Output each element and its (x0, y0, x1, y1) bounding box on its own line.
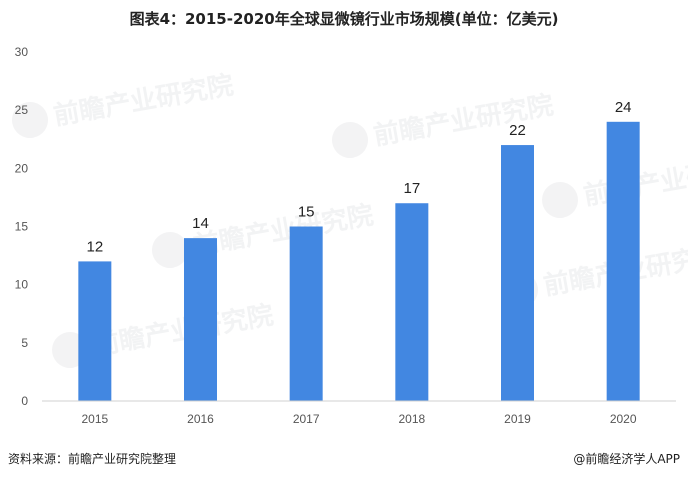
data-label: 22 (509, 122, 526, 139)
watermark-text: 前瞻产业研究院 (91, 299, 276, 361)
y-tick-label: 15 (15, 220, 29, 234)
x-tick-label: 2016 (187, 412, 214, 426)
data-label: 12 (86, 238, 103, 255)
bar-2016 (184, 238, 217, 401)
bar-2017 (289, 226, 323, 401)
y-tick-label: 25 (15, 103, 29, 117)
x-tick-label: 2017 (293, 412, 320, 426)
chart-title: 图表4：2015-2020年全球显微镜行业市场规模(单位：亿美元) (129, 10, 559, 28)
data-label: 14 (192, 215, 209, 232)
watermark-logo-icon (12, 102, 48, 138)
x-tick-label: 2018 (398, 412, 425, 426)
data-label: 24 (615, 99, 632, 116)
watermark-text: 前瞻产业研究院 (191, 199, 376, 261)
watermark-mark: 前瞻产业研究院 (152, 199, 376, 268)
watermark-logo-icon (332, 122, 368, 158)
x-axis: 2015 2016 2017 2018 2019 2020 (42, 400, 676, 426)
data-label: 15 (298, 204, 315, 221)
x-tick-label: 2019 (504, 412, 531, 426)
watermark-mark: 前瞻产业研究院 (12, 69, 236, 138)
data-label: 17 (403, 180, 420, 197)
y-tick-label: 10 (15, 278, 29, 292)
y-tick-label: 0 (21, 394, 28, 408)
watermark-text: 前瞻产业研究院 (371, 89, 556, 151)
y-tick-label: 30 (15, 45, 29, 59)
bar-2019 (501, 145, 534, 401)
watermark-logo-icon (542, 182, 578, 218)
bar-2015 (78, 261, 112, 401)
y-tick-label: 20 (15, 161, 29, 175)
watermark-logo-icon (152, 232, 188, 268)
y-tick-label: 5 (21, 336, 28, 350)
y-axis: 0 5 10 15 20 25 30 (15, 45, 29, 408)
source-note: 资料来源：前瞻产业研究院整理 (8, 452, 177, 466)
x-tick-label: 2020 (610, 412, 637, 426)
credit-note: @前瞻经济学人APP (573, 452, 680, 466)
bar-2018 (395, 203, 429, 401)
x-tick-label: 2015 (81, 412, 108, 426)
watermark-text: 前瞻产业研究院 (51, 69, 236, 131)
bars: 12 14 15 17 22 24 (78, 99, 640, 402)
bar-2020 (606, 121, 640, 402)
